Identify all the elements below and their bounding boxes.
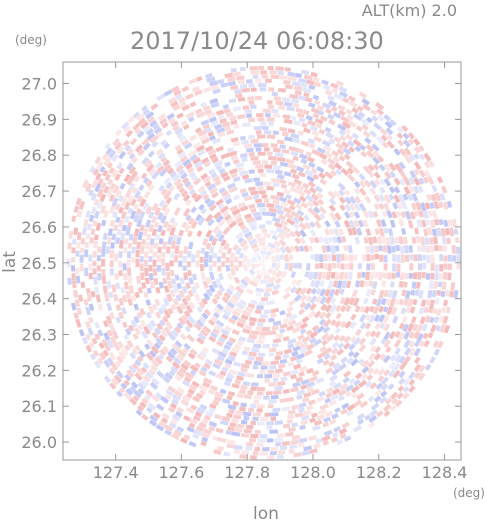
plot-frame bbox=[62, 61, 462, 461]
y-tick-label: 26.5 bbox=[21, 254, 57, 273]
x-tick-label: 128.0 bbox=[290, 463, 336, 482]
y-tick-label: 26.4 bbox=[21, 290, 57, 309]
y-tick-label: 26.3 bbox=[21, 326, 57, 345]
altitude-label: ALT(km) 2.0 bbox=[362, 1, 457, 20]
x-tick-label: 128.4 bbox=[422, 463, 468, 482]
y-axis-label: lat bbox=[0, 251, 20, 273]
y-tick-label: 26.8 bbox=[21, 146, 57, 165]
y-tick-label: 26.2 bbox=[21, 361, 57, 380]
y-tick-label: 26.6 bbox=[21, 218, 57, 237]
lon-unit-label: (deg) bbox=[453, 486, 485, 500]
chart-title: 2017/10/24 06:08:30 bbox=[130, 27, 384, 55]
y-tick-label: 26.9 bbox=[21, 110, 57, 129]
y-tick-label: 26.1 bbox=[21, 397, 57, 416]
x-tick-label: 128.2 bbox=[356, 463, 402, 482]
y-tick-label: 27.0 bbox=[21, 75, 57, 94]
y-axis-ticks: 26.0 26.1 26.2 26.3 26.4 26.5 26.6 26.7 26.8 26.9… bbox=[21, 75, 461, 452]
y-tick-label: 26.0 bbox=[21, 433, 57, 452]
radar-field bbox=[66, 65, 461, 460]
x-tick-label: 127.6 bbox=[159, 463, 205, 482]
lat-unit-label: (deg) bbox=[15, 33, 47, 47]
y-tick-label: 26.7 bbox=[21, 182, 57, 201]
x-tick-label: 127.4 bbox=[93, 463, 139, 482]
x-tick-label: 127.8 bbox=[224, 463, 270, 482]
x-axis-ticks: 127.4 127.6 127.8 128.0 128.2 128.4 bbox=[93, 62, 468, 482]
x-axis-label: lon bbox=[253, 504, 279, 521]
